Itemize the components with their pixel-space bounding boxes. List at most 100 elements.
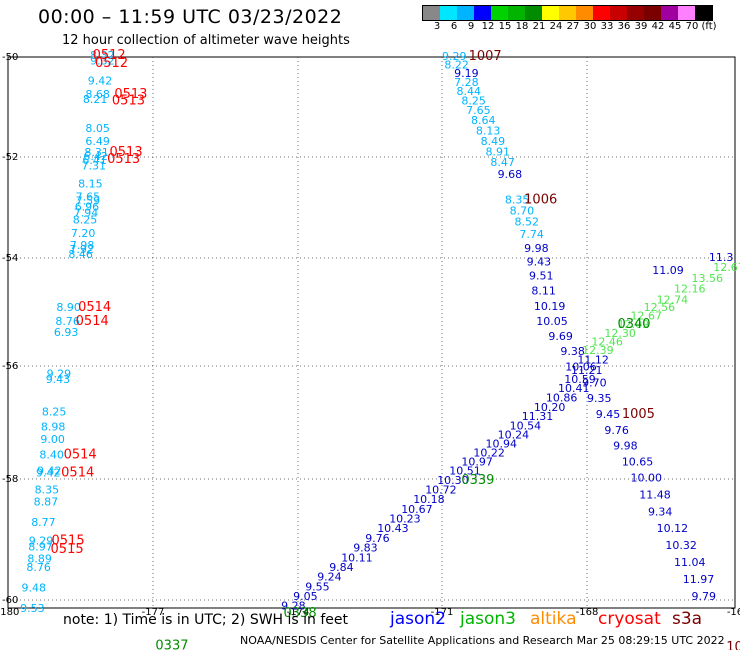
wave-height-label: 8.22 [444, 59, 469, 72]
pass-time-label: 0515 [51, 542, 84, 557]
wave-height-label: 9.53 [20, 602, 45, 615]
color-scale-label: 27 [566, 21, 580, 32]
wave-height-label: 7.65 [76, 190, 101, 203]
color-scale-swatch [627, 6, 644, 20]
color-scale-swatch [576, 6, 593, 20]
lon-tick-label: -174 [287, 607, 310, 618]
wave-height-label: 10.65 [622, 455, 654, 468]
wave-height-label: 7.31 [81, 160, 106, 173]
wave-height-label: 9.29 [29, 534, 54, 547]
wave-height-label: 6.41 [82, 154, 107, 167]
pass-time-label: 0514 [61, 466, 94, 481]
wave-height-label: 10.18 [413, 493, 445, 506]
lat-tick-label: -54 [2, 253, 18, 264]
color-scale-label: 42 [651, 21, 665, 32]
color-scale-label: 45 [668, 21, 682, 32]
wave-height-label: 12.56 [644, 301, 676, 314]
lon-tick-label: -180 [0, 607, 19, 618]
map-title: 00:00 – 11:59 UTC 03/23/2022 [38, 6, 343, 28]
wave-height-label: 8.70 [510, 205, 534, 218]
color-scale-swatch [610, 6, 627, 20]
color-scale-label: 3 [433, 21, 441, 32]
wave-height-label: 9.42 [36, 467, 61, 480]
wave-height-label: 8.40 [39, 449, 64, 462]
wave-height-label: 8.90 [56, 301, 80, 314]
wave-height-label: 9.32 [90, 55, 115, 68]
wave-height-label: 8.35 [35, 484, 60, 497]
wave-height-label: 6.42 [83, 150, 108, 163]
lon-tick-label: -171 [431, 607, 454, 618]
wave-height-label: 8.31 [84, 146, 109, 159]
wave-height-label: 6.49 [85, 135, 110, 148]
wave-height-label: 10.94 [486, 437, 518, 450]
color-scale-swatch [457, 6, 474, 20]
wave-height-label: 10.05 [536, 315, 568, 328]
wave-height-label: 8.91 [486, 146, 511, 159]
pass-time-label: 0513 [110, 145, 143, 160]
pass-time-label: 1005 [622, 407, 655, 422]
legend-entry-jason2: jason2 [390, 609, 446, 629]
pass-time-label: 0514 [78, 300, 111, 315]
wave-height-label: 9.05 [293, 590, 318, 603]
wave-height-label: 10.22 [473, 446, 505, 459]
wave-height-label: 7.98 [70, 239, 95, 252]
wave-height-label: 11.31 [522, 410, 554, 423]
color-scale-label: 15 [498, 21, 512, 32]
wave-height-label: 8.13 [476, 125, 501, 138]
wave-height-label: 8.89 [27, 552, 52, 565]
wave-height-label: 8.44 [457, 85, 482, 98]
wave-height-label: 7.59 [76, 194, 101, 207]
wave-height-label: 10.30 [437, 474, 469, 487]
credit-line: NOAA/NESDIS Center for Satellite Applica… [240, 634, 725, 647]
wave-height-label: 8.15 [78, 177, 103, 190]
wave-height-label: 7.65 [466, 104, 491, 117]
color-scale-swatch [440, 6, 457, 20]
pass-time-label: 0338 [284, 606, 317, 621]
wave-height-label: 9.29 [442, 50, 467, 63]
wave-height-label: 10.19 [534, 300, 566, 313]
wave-height-label: 10.23 [389, 513, 421, 526]
wave-height-label: 9.34 [648, 505, 673, 518]
pass-time-label: 0513 [114, 87, 147, 102]
wave-height-label: 12.67 [713, 261, 740, 274]
wave-height-label: 10.43 [377, 522, 409, 535]
wave-height-label: 10.86 [546, 392, 578, 405]
color-scale-label: 70 [685, 21, 699, 32]
wave-height-label: 9.68 [498, 168, 523, 181]
pass-time-label: 0514 [76, 314, 109, 329]
color-scale-swatch [593, 6, 610, 20]
color-scale-label: 39 [634, 21, 648, 32]
wave-height-label: 10.12 [657, 522, 689, 535]
color-scale-label: 36 [617, 21, 631, 32]
color-scale-label: 9 [467, 21, 475, 32]
pass-time-label: 0512 [93, 48, 126, 63]
wave-height-label: 10.97 [461, 455, 493, 468]
pass-time-label: 0513 [107, 152, 140, 167]
wave-height-label: 9.84 [329, 561, 354, 574]
wave-height-label: 10.54 [510, 419, 541, 432]
plot-frame [7, 56, 736, 609]
lon-tick-label: -16 [727, 607, 740, 618]
color-scale-label: 18 [515, 21, 529, 32]
wave-height-label: 13.56 [691, 272, 723, 285]
wave-height-label: 8.77 [31, 516, 56, 529]
color-scale-swatch [491, 6, 508, 20]
wave-height-label: 9.76 [365, 532, 390, 545]
wave-height-label: 8.35 [505, 193, 530, 206]
pass-time-label: 1007 [469, 49, 502, 64]
wave-height-label: 11.21 [571, 364, 603, 377]
wave-height-label: 8.76 [55, 315, 80, 328]
wave-height-label: 8.11 [531, 285, 556, 298]
wave-height-label: 8.25 [42, 406, 66, 419]
pass-time-label: 0513 [112, 94, 145, 109]
wave-height-label: 7.92 [69, 243, 94, 256]
color-scale-label: (ft) [701, 21, 717, 32]
color-scale-swatch [644, 6, 661, 20]
color-scale-label: 30 [583, 21, 597, 32]
color-scale-swatch [474, 6, 491, 20]
wave-height-label: 10.72 [425, 484, 457, 497]
wave-height-label: 8.97 [28, 540, 53, 553]
wave-height-label: 8.25 [73, 214, 98, 227]
